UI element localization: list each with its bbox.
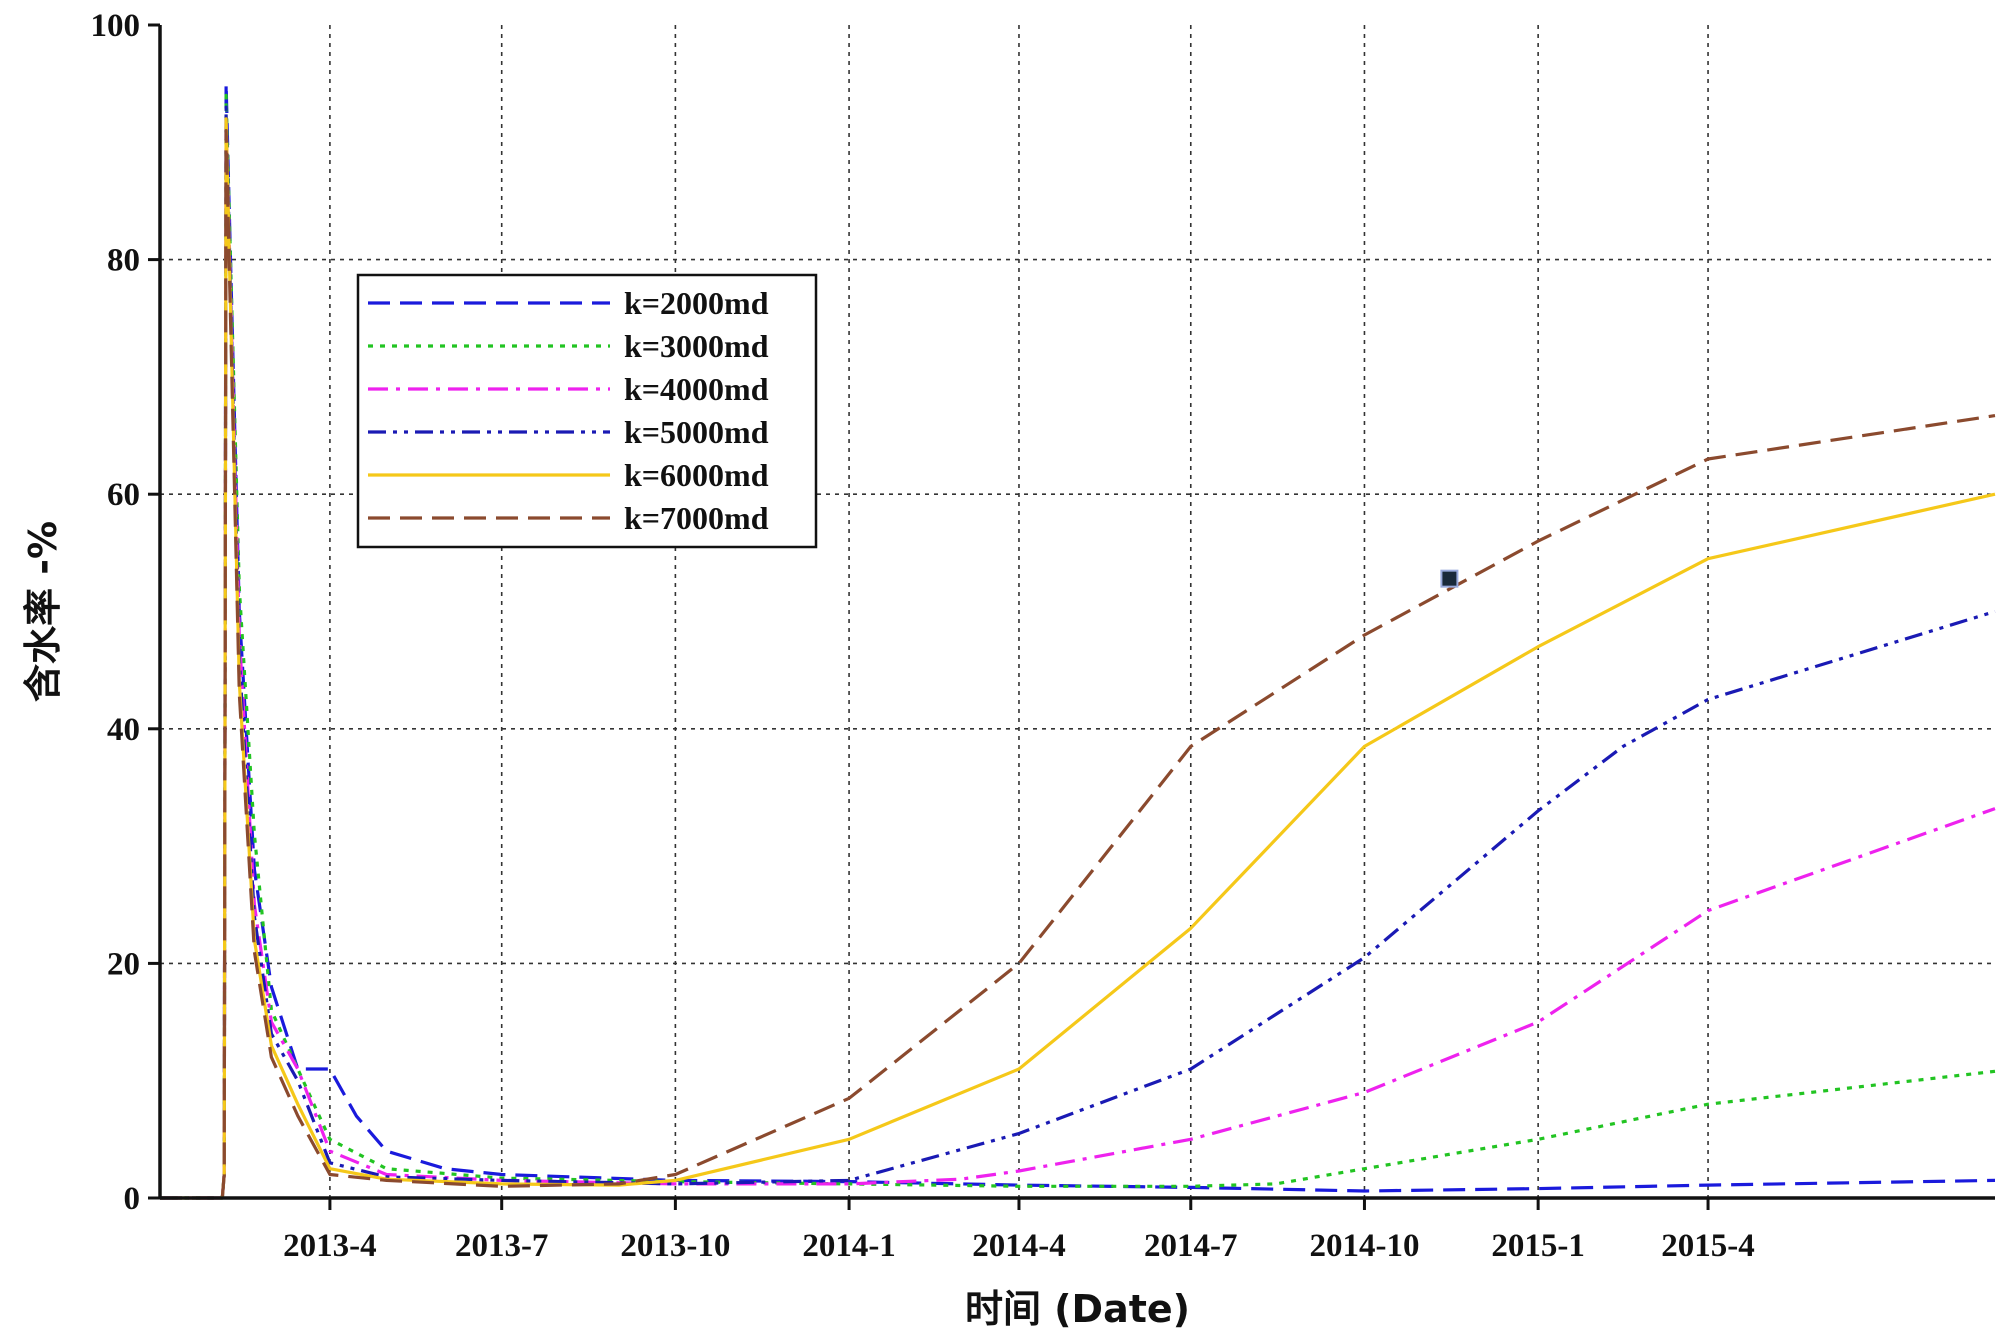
tick-labels: 0 20 40 60 80 100 2013-4 2013-7 2013-10 2014-1 201…: [91, 8, 1755, 1264]
series-line-6: [160, 129, 1996, 1200]
grid: [160, 25, 1995, 1198]
x-tick-label: 2014-10: [1309, 1228, 1419, 1264]
legend-label: k=2000md: [624, 285, 769, 321]
x-tick-label: 2013-10: [620, 1228, 730, 1264]
y-tick-label: 60: [107, 477, 140, 513]
legend: k=2000md k=3000md k=4000md k=5000md k=6000md…: [356, 273, 818, 549]
x-tick-label: 2015-4: [1661, 1228, 1755, 1264]
legend-label: k=6000md: [624, 457, 769, 493]
series-layer: [160, 82, 1996, 1200]
x-tick-label: 2013-4: [283, 1228, 377, 1264]
legend-label: k=5000md: [624, 414, 769, 450]
x-tick-label: 2014-7: [1144, 1228, 1238, 1264]
x-tick-label: 2015-1: [1491, 1228, 1585, 1264]
data-marker: [1440, 569, 1459, 588]
y-tick-label: 100: [91, 8, 141, 44]
y-tick-label: 0: [124, 1181, 141, 1217]
y-tick-label: 40: [107, 712, 140, 748]
legend-label: k=7000md: [624, 500, 769, 536]
legend-label: k=3000md: [624, 328, 769, 364]
series-line-3: [160, 117, 1996, 1200]
x-tick-label: 2014-4: [972, 1228, 1066, 1264]
series-line-4: [160, 105, 1996, 1200]
series-line-5: [160, 117, 1996, 1200]
axes: [148, 23, 1995, 1210]
legend-label: k=4000md: [624, 371, 769, 407]
y-tick-label: 20: [107, 946, 140, 982]
x-axis-title: 时间 (Date): [965, 1287, 1190, 1331]
x-tick-label: 2013-7: [455, 1228, 549, 1264]
y-tick-label: 80: [107, 243, 140, 279]
x-tick-label: 2014-1: [802, 1228, 896, 1264]
series-line-2: [160, 93, 1996, 1200]
legend-box: [356, 273, 818, 549]
marker-layer: [1440, 569, 1459, 588]
y-axis-title: 含水率 -%: [21, 521, 65, 702]
